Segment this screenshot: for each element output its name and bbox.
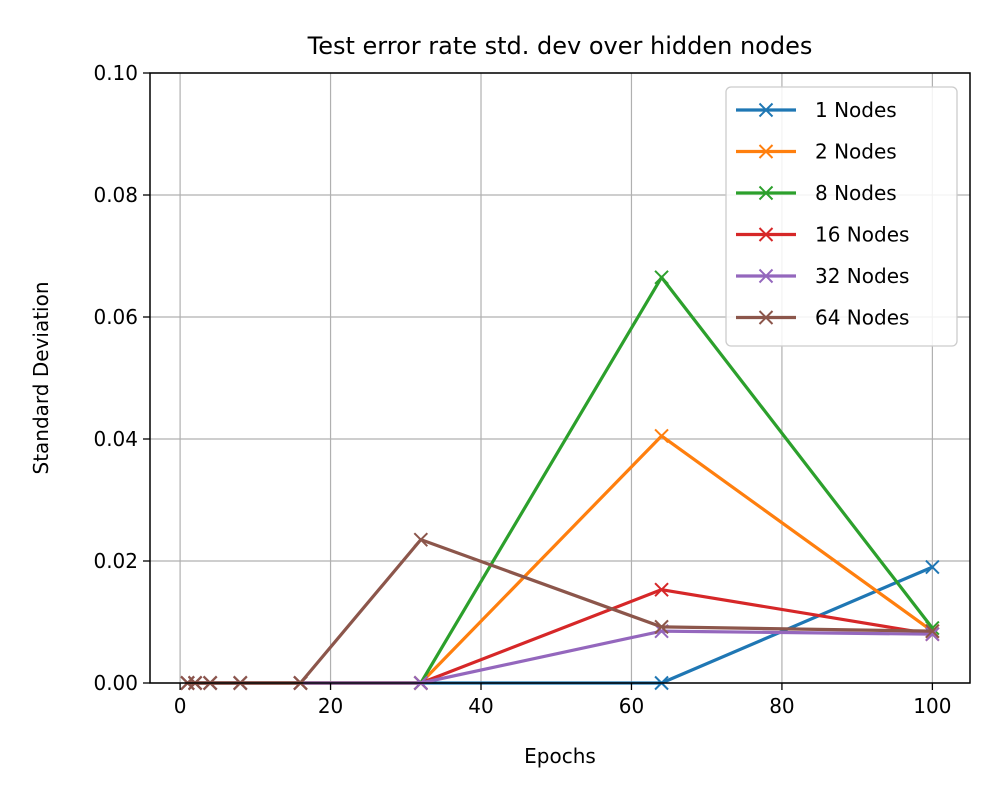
y-tick-label: 0.08 <box>93 183 138 207</box>
legend-item: 8 Nodes <box>736 181 897 205</box>
legend-item: 64 Nodes <box>736 306 909 330</box>
legend-item: 32 Nodes <box>736 264 909 288</box>
legend-label: 1 Nodes <box>815 98 897 122</box>
x-tick-label: 20 <box>318 694 343 718</box>
legend-label: 16 Nodes <box>815 223 909 247</box>
data-point-marker <box>654 619 669 635</box>
legend-item: 1 Nodes <box>736 98 897 122</box>
legend-marker <box>758 310 774 325</box>
data-point-marker <box>654 582 669 597</box>
y-tick-label: 0.06 <box>93 305 138 329</box>
legend-label: 64 Nodes <box>815 306 909 330</box>
legend-item: 16 Nodes <box>736 223 909 247</box>
plot-frame <box>149 72 971 684</box>
x-tick-label: 100 <box>913 694 951 718</box>
x-tick-label: 40 <box>468 694 493 718</box>
x-tick-label: 0 <box>174 694 187 718</box>
x-tick-label: 80 <box>769 694 794 718</box>
legend-item: 2 Nodes <box>736 140 897 164</box>
data-point-marker <box>654 428 669 444</box>
data-point-marker <box>925 559 940 575</box>
legend-marker <box>758 227 774 242</box>
x-axis-label: Epochs <box>524 744 596 768</box>
legend-marker <box>758 268 774 284</box>
y-tick-label: 0.10 <box>93 61 138 85</box>
data-point-marker <box>925 623 940 639</box>
legend-marker <box>758 102 774 118</box>
legend-label: 8 Nodes <box>815 181 897 205</box>
y-tick-label: 0.04 <box>93 427 138 451</box>
legend-marker <box>758 144 774 159</box>
data-point-marker <box>654 270 669 285</box>
chart-title: Test error rate std. dev over hidden nod… <box>307 32 813 60</box>
legend-label: 32 Nodes <box>815 264 909 288</box>
legend-marker <box>758 185 774 201</box>
legend-label: 2 Nodes <box>815 140 897 164</box>
legend: 1 Nodes 2 Nodes 8 Nodes 16 Nodes 32 Nodes 64 … <box>725 86 958 347</box>
ticks: 0 20 40 60 80 100 0.00 0.02 0.04 0.06 0.08 0.10 <box>93 61 951 718</box>
y-axis-label: Standard Deviation <box>29 281 53 474</box>
y-tick-label: 0.00 <box>93 671 138 695</box>
x-tick-label: 60 <box>619 694 644 718</box>
data-point-marker <box>413 532 429 547</box>
y-tick-label: 0.02 <box>93 549 138 573</box>
